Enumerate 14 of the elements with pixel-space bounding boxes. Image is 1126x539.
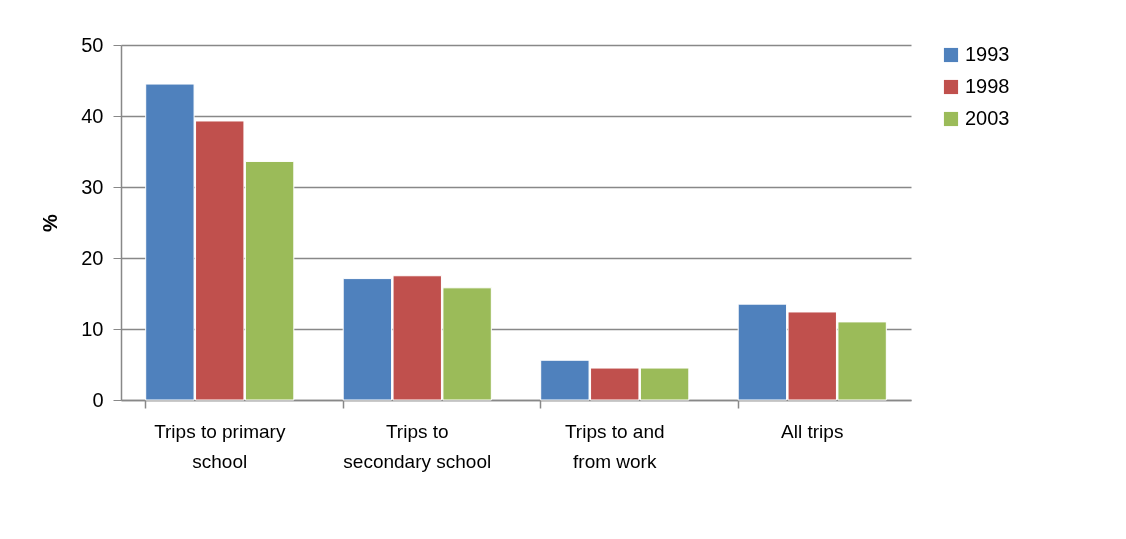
y-axis-title: % [39,213,62,232]
y-tick-label: 30 [81,175,104,198]
y-tick-label: 20 [81,246,104,269]
x-tick-label: All trips [781,420,844,442]
y-tick-label: 10 [81,317,104,340]
y-tick-label: 0 [92,388,104,411]
x-tick-label: Trips to secondary school [343,420,492,472]
legend-label: 2003 [965,107,1010,129]
y-tick-label: 40 [81,104,104,127]
legend-label: 1998 [965,75,1010,97]
x-tick-label: Trips to primary school [154,420,286,472]
y-tick-label: 50 [81,33,104,56]
x-tick-label: Trips to and from work [564,420,665,472]
legend-label: 1993 [965,43,1010,65]
